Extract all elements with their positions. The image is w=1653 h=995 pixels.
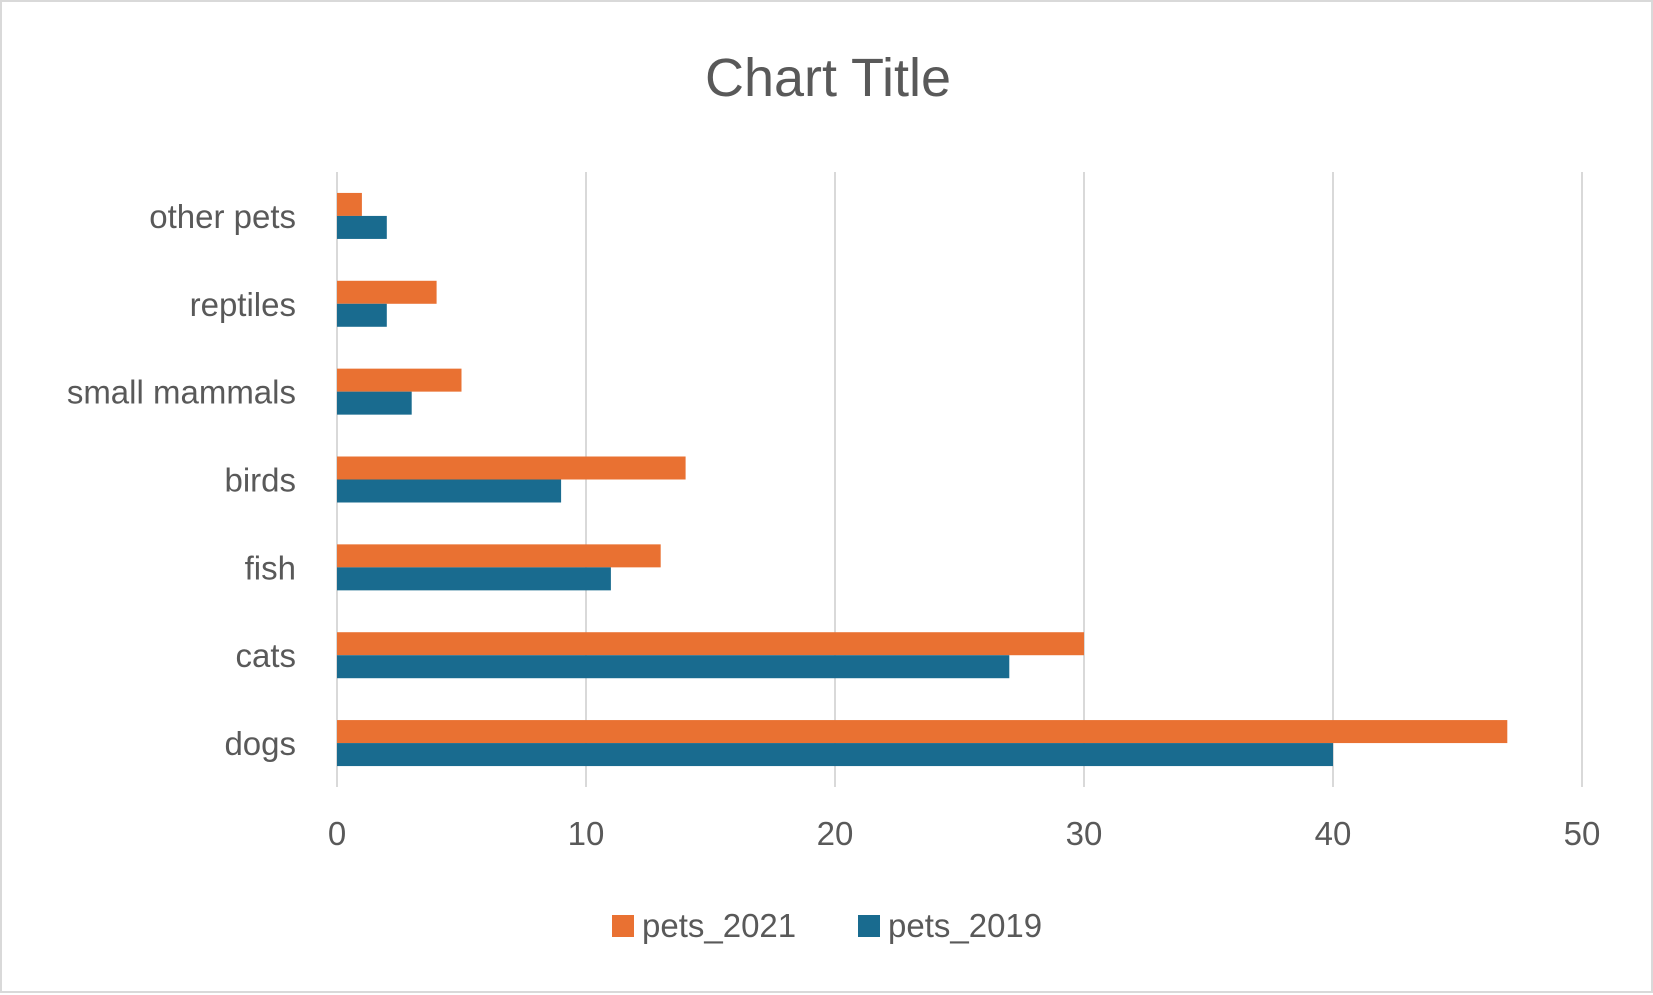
category-label-birds: birds bbox=[224, 462, 296, 499]
bar-pets_2021-dogs bbox=[337, 720, 1508, 744]
bar-pets_2019-small-mammals bbox=[337, 391, 412, 415]
category-label-dogs: dogs bbox=[224, 725, 296, 762]
category-label-small-mammals: small mammals bbox=[67, 374, 296, 411]
x-tick-label-0: 0 bbox=[328, 815, 346, 852]
chart-title: Chart Title bbox=[705, 48, 951, 108]
bar-pets_2019-reptiles bbox=[337, 303, 387, 327]
bar-pets_2019-dogs bbox=[337, 743, 1333, 767]
bar-pets_2019-fish bbox=[337, 567, 611, 591]
legend-label-pets_2021: pets_2021 bbox=[642, 907, 796, 944]
category-label-fish: fish bbox=[245, 549, 296, 586]
category-label-other-pets: other pets bbox=[149, 198, 296, 235]
x-tick-label-10: 10 bbox=[568, 815, 605, 852]
bar-pets_2019-other-pets bbox=[337, 215, 387, 239]
bar-pets_2021-fish bbox=[337, 544, 661, 568]
value-axis: 0 10 20 30 40 50 bbox=[328, 815, 1601, 852]
x-tick-label-40: 40 bbox=[1315, 815, 1352, 852]
bar-pets_2021-reptiles bbox=[337, 280, 437, 304]
x-tick-label-30: 30 bbox=[1066, 815, 1103, 852]
legend: pets_2021 pets_2019 bbox=[612, 907, 1042, 944]
bar-pets_2021-other-pets bbox=[337, 192, 362, 216]
category-label-reptiles: reptiles bbox=[190, 286, 296, 323]
bar-pets_2021-cats bbox=[337, 632, 1084, 656]
legend-swatch-pets_2021 bbox=[612, 915, 634, 937]
bar-pets_2019-cats bbox=[337, 655, 1010, 679]
legend-label-pets_2019: pets_2019 bbox=[888, 907, 1042, 944]
bars bbox=[337, 192, 1508, 767]
gridlines bbox=[336, 172, 1583, 787]
bar-pets_2021-birds bbox=[337, 456, 686, 480]
category-label-cats: cats bbox=[235, 637, 296, 674]
bar-pets_2019-birds bbox=[337, 479, 562, 503]
category-axis: dogs cats fish birds small mammals reptiles ot… bbox=[67, 198, 296, 762]
x-tick-label-20: 20 bbox=[817, 815, 854, 852]
bar-pets_2021-small-mammals bbox=[337, 368, 462, 392]
x-tick-label-50: 50 bbox=[1564, 815, 1601, 852]
legend-swatch-pets_2019 bbox=[858, 915, 880, 937]
